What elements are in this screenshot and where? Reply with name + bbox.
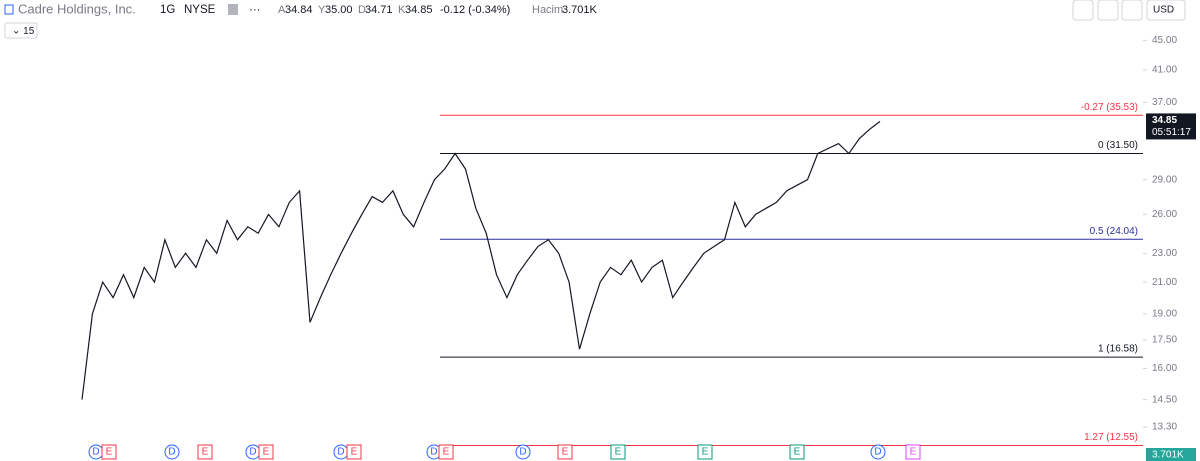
ohlc-value: 34.71 [365, 4, 393, 16]
button[interactable] [1097, 0, 1119, 21]
indicator-count[interactable]: ⌄ 15 [12, 26, 35, 37]
ohlc-key: A [278, 4, 286, 16]
ohlc-value: 34.85 [405, 4, 433, 16]
event-marker [101, 444, 117, 460]
plot-area: 45.00 41.00 37.00 29.00 26.00 23.00 21.00 19.00… [81, 35, 1196, 461]
symbol-icon [4, 4, 14, 15]
ohlc-key: D [358, 4, 366, 16]
button[interactable] [1121, 0, 1143, 21]
currency[interactable]: USD [1153, 5, 1174, 16]
last-price: 34.85 [1152, 115, 1177, 126]
volume-label: Hacim [532, 4, 563, 16]
event-marker [197, 444, 213, 460]
event-label: E [562, 447, 569, 458]
event-marker [515, 444, 531, 460]
y-tick-label: 17.50 [1152, 335, 1177, 346]
y-tick-label: 37.00 [1152, 97, 1177, 108]
event-marker [164, 444, 180, 460]
y-tick-label: 41.00 [1152, 65, 1177, 76]
more-icon[interactable]: ··· [249, 4, 261, 16]
y-tick-label: 14.50 [1152, 394, 1177, 405]
event-marker [346, 444, 362, 460]
event-marker [610, 444, 626, 460]
event-label: D [249, 447, 256, 458]
toolbar: USD [1072, 0, 1186, 21]
event-marker [905, 444, 921, 460]
ohlc-key: K [398, 4, 406, 16]
price-line [81, 120, 881, 400]
event-label: E [351, 447, 358, 458]
y-tick-label: 19.00 [1152, 309, 1177, 320]
event-label: D [874, 447, 881, 458]
button[interactable] [1072, 0, 1094, 21]
volume-box [1146, 448, 1196, 461]
event-label: E [615, 447, 622, 458]
exchange: NYSE [184, 4, 216, 16]
ohlc-values: A 34.84 Y 35.00 D 34.71 K 34.85 -0.12 (-0.34%) Ha… [278, 4, 598, 16]
last-price-box [1146, 113, 1196, 140]
event-label: D [168, 447, 175, 458]
event-label: E [702, 447, 709, 458]
ohlc-value: 34.84 [285, 4, 313, 16]
y-tick-label: 23.00 [1152, 248, 1177, 259]
y-tick-label: 29.00 [1152, 174, 1177, 185]
event-label: E [443, 447, 450, 458]
event-marker [258, 444, 274, 460]
event-marker [557, 444, 573, 460]
currency-button[interactable] [1146, 0, 1186, 21]
y-tick-label: 45.00 [1152, 35, 1177, 46]
ohlc-key: Y [318, 4, 326, 16]
indicator-toggle[interactable] [4, 22, 38, 39]
fib-label: 0.5 (24.04) [1090, 226, 1138, 237]
fib-label: 0 (31.50) [1098, 140, 1138, 151]
event-label: E [263, 447, 270, 458]
event-label: E [794, 447, 801, 458]
flag-icon[interactable] [228, 4, 238, 15]
fib-label: -0.27 (35.53) [1081, 102, 1138, 113]
event-label: D [337, 447, 344, 458]
interval[interactable]: 1G [160, 4, 175, 16]
y-tick-label: 26.00 [1152, 209, 1177, 220]
event-marker [870, 444, 886, 460]
y-tick-label: 16.00 [1152, 363, 1177, 374]
ohlc-value: 35.00 [325, 4, 353, 16]
event-label: D [430, 447, 437, 458]
volume-value: 3.701K [562, 4, 598, 16]
event-marker [438, 444, 454, 460]
last-volume: 3.701K [1152, 450, 1184, 461]
countdown: 05:51:17 [1152, 127, 1191, 138]
fib-label: 1.27 (12.55) [1084, 432, 1138, 443]
change: -0.12 (-0.34%) [440, 4, 510, 16]
symbol[interactable]: Cadre Holdings, Inc. [18, 1, 136, 16]
event-marker [697, 444, 713, 460]
y-tick-label: 13.30 [1152, 422, 1177, 433]
event-label: E [910, 447, 917, 458]
event-label: D [519, 447, 526, 458]
event-marker [789, 444, 805, 460]
fib-label: 1 (16.58) [1098, 344, 1138, 355]
y-tick-label: 21.00 [1152, 277, 1177, 288]
event-label: D [92, 447, 99, 458]
event-label: E [106, 447, 113, 458]
event-label: E [202, 447, 209, 458]
